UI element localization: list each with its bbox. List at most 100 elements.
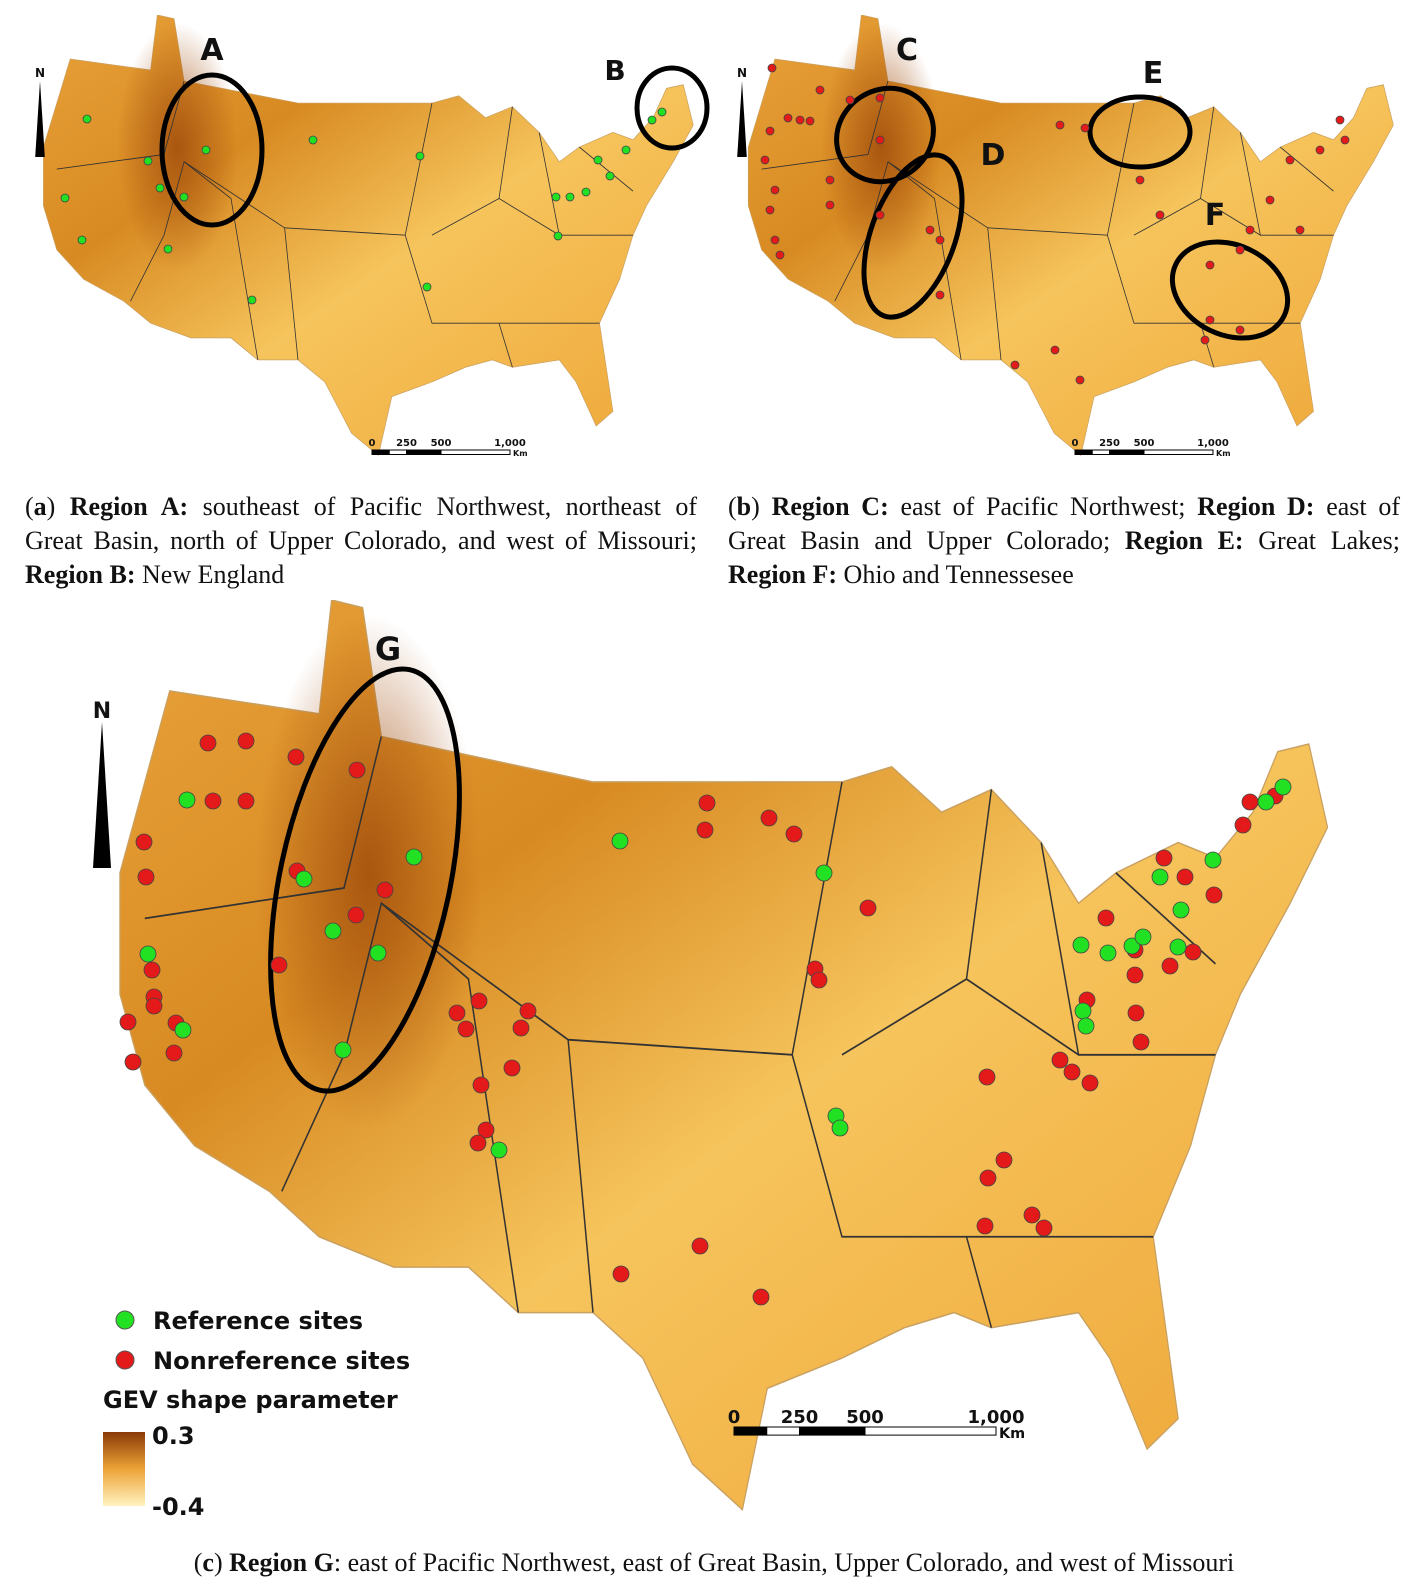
nonreference-site	[135, 833, 153, 851]
caption-part: Region B:	[25, 560, 136, 589]
nonreference-site	[477, 1121, 495, 1139]
nonreference-site	[503, 1059, 521, 1077]
nonreference-site	[1295, 225, 1305, 235]
scale-segment	[733, 1426, 768, 1436]
scale-label: 0	[1072, 438, 1079, 449]
nonreference-site	[859, 899, 877, 917]
scale-label: 250	[1099, 438, 1120, 449]
nonreference-site	[770, 235, 780, 245]
reference-site	[174, 1021, 192, 1039]
nonreference-site	[1315, 145, 1325, 155]
reference-site	[565, 192, 575, 202]
reference-site	[1151, 868, 1169, 886]
reference-site	[490, 1141, 508, 1159]
reference-site	[815, 864, 833, 882]
reference-site	[179, 192, 189, 202]
nonreference-site	[1055, 120, 1065, 130]
scale-unit: Km	[513, 449, 528, 458]
scale-segment	[406, 449, 442, 455]
caption-part: southeast of Pacific Northwest, northeas…	[25, 492, 698, 555]
caption-a: (a) Region A: southeast of Pacific North…	[25, 490, 697, 592]
nonreference-site	[775, 250, 785, 260]
caption-part: )	[213, 1548, 223, 1577]
nonreference-site	[978, 1068, 996, 1086]
nonreference-site	[1234, 816, 1252, 834]
nonreference-site	[767, 63, 777, 73]
nonreference-site	[795, 115, 805, 125]
caption-part: (	[25, 492, 34, 521]
caption-part: )	[46, 492, 56, 521]
reference-site	[551, 192, 561, 202]
nonreference-site	[783, 113, 793, 123]
reference-site	[553, 231, 563, 241]
caption-part: b	[736, 492, 752, 521]
north-arrow	[737, 81, 747, 157]
nonreference-site	[696, 821, 714, 839]
reference-site	[143, 156, 153, 166]
scale-segment	[799, 1426, 866, 1436]
caption-part: Region G	[229, 1548, 334, 1577]
nonreference-site	[752, 1288, 770, 1306]
nonreference-site	[995, 1151, 1013, 1169]
nonreference-site	[612, 1265, 630, 1283]
reference-site	[308, 135, 318, 145]
nonreference-site	[1023, 1206, 1041, 1224]
nonreference-site	[1080, 123, 1090, 133]
nonreference-site	[1010, 360, 1020, 370]
reference-site	[422, 282, 432, 292]
nonreference-site	[137, 868, 155, 886]
caption-part: east of Great Basin and Upper Colorado;	[728, 492, 1401, 555]
reference-site	[369, 944, 387, 962]
scale-label: 500	[431, 438, 452, 449]
nonreference-site	[1265, 195, 1275, 205]
reference-site	[1134, 928, 1152, 946]
reference-site	[201, 145, 211, 155]
nonreference-site	[760, 155, 770, 165]
nonreference-site	[785, 825, 803, 843]
reference-site	[405, 848, 423, 866]
reference-site	[1072, 936, 1090, 954]
region-label: B	[604, 54, 625, 87]
nonreference-site	[165, 1044, 183, 1062]
reference-site	[60, 193, 70, 203]
nonreference-site	[199, 734, 217, 752]
legend-swatch	[115, 1350, 135, 1370]
nonreference-site	[472, 1076, 490, 1094]
nonreference-site	[979, 1169, 997, 1187]
reference-site	[1257, 793, 1275, 811]
north-arrow	[93, 722, 111, 868]
nonreference-site	[1035, 1219, 1053, 1237]
nonreference-site	[765, 205, 775, 215]
scale-label: 250	[396, 438, 417, 449]
nonreference-site	[845, 95, 855, 105]
caption-part: Region A:	[69, 492, 189, 521]
nonreference-site	[469, 1134, 487, 1152]
nonreference-site	[1241, 793, 1259, 811]
reference-site	[1074, 1002, 1092, 1020]
scale-segment	[388, 449, 407, 455]
scale-unit: Km	[999, 1426, 1025, 1442]
scale-label: 500	[1134, 438, 1155, 449]
nonreference-site	[1126, 966, 1144, 984]
reference-site	[334, 1041, 352, 1059]
caption-b: (b) Region C: east of Pacific Northwest;…	[728, 490, 1400, 592]
nonreference-site	[1245, 225, 1255, 235]
caption-part: : east of Pacific Northwest, east of Gre…	[333, 1548, 1235, 1577]
nonreference-site	[348, 761, 366, 779]
nonreference-site	[770, 185, 780, 195]
ellipse-g	[268, 666, 462, 1094]
nonreference-site	[204, 792, 222, 810]
legend: Reference sites Nonreference sites GEV s…	[103, 1307, 410, 1521]
reference-site	[1204, 851, 1222, 869]
nonreference-site	[1184, 943, 1202, 961]
nonreference-site	[760, 809, 778, 827]
region-label: E	[1143, 56, 1164, 91]
reference-site	[415, 151, 425, 161]
scale-label: 1,000	[968, 1407, 1025, 1428]
caption-part: (	[193, 1548, 203, 1577]
nonreference-site	[457, 1020, 475, 1038]
scale-label: 0	[728, 1407, 741, 1428]
nonreference-site	[237, 792, 255, 810]
map-b	[747, 15, 1394, 456]
